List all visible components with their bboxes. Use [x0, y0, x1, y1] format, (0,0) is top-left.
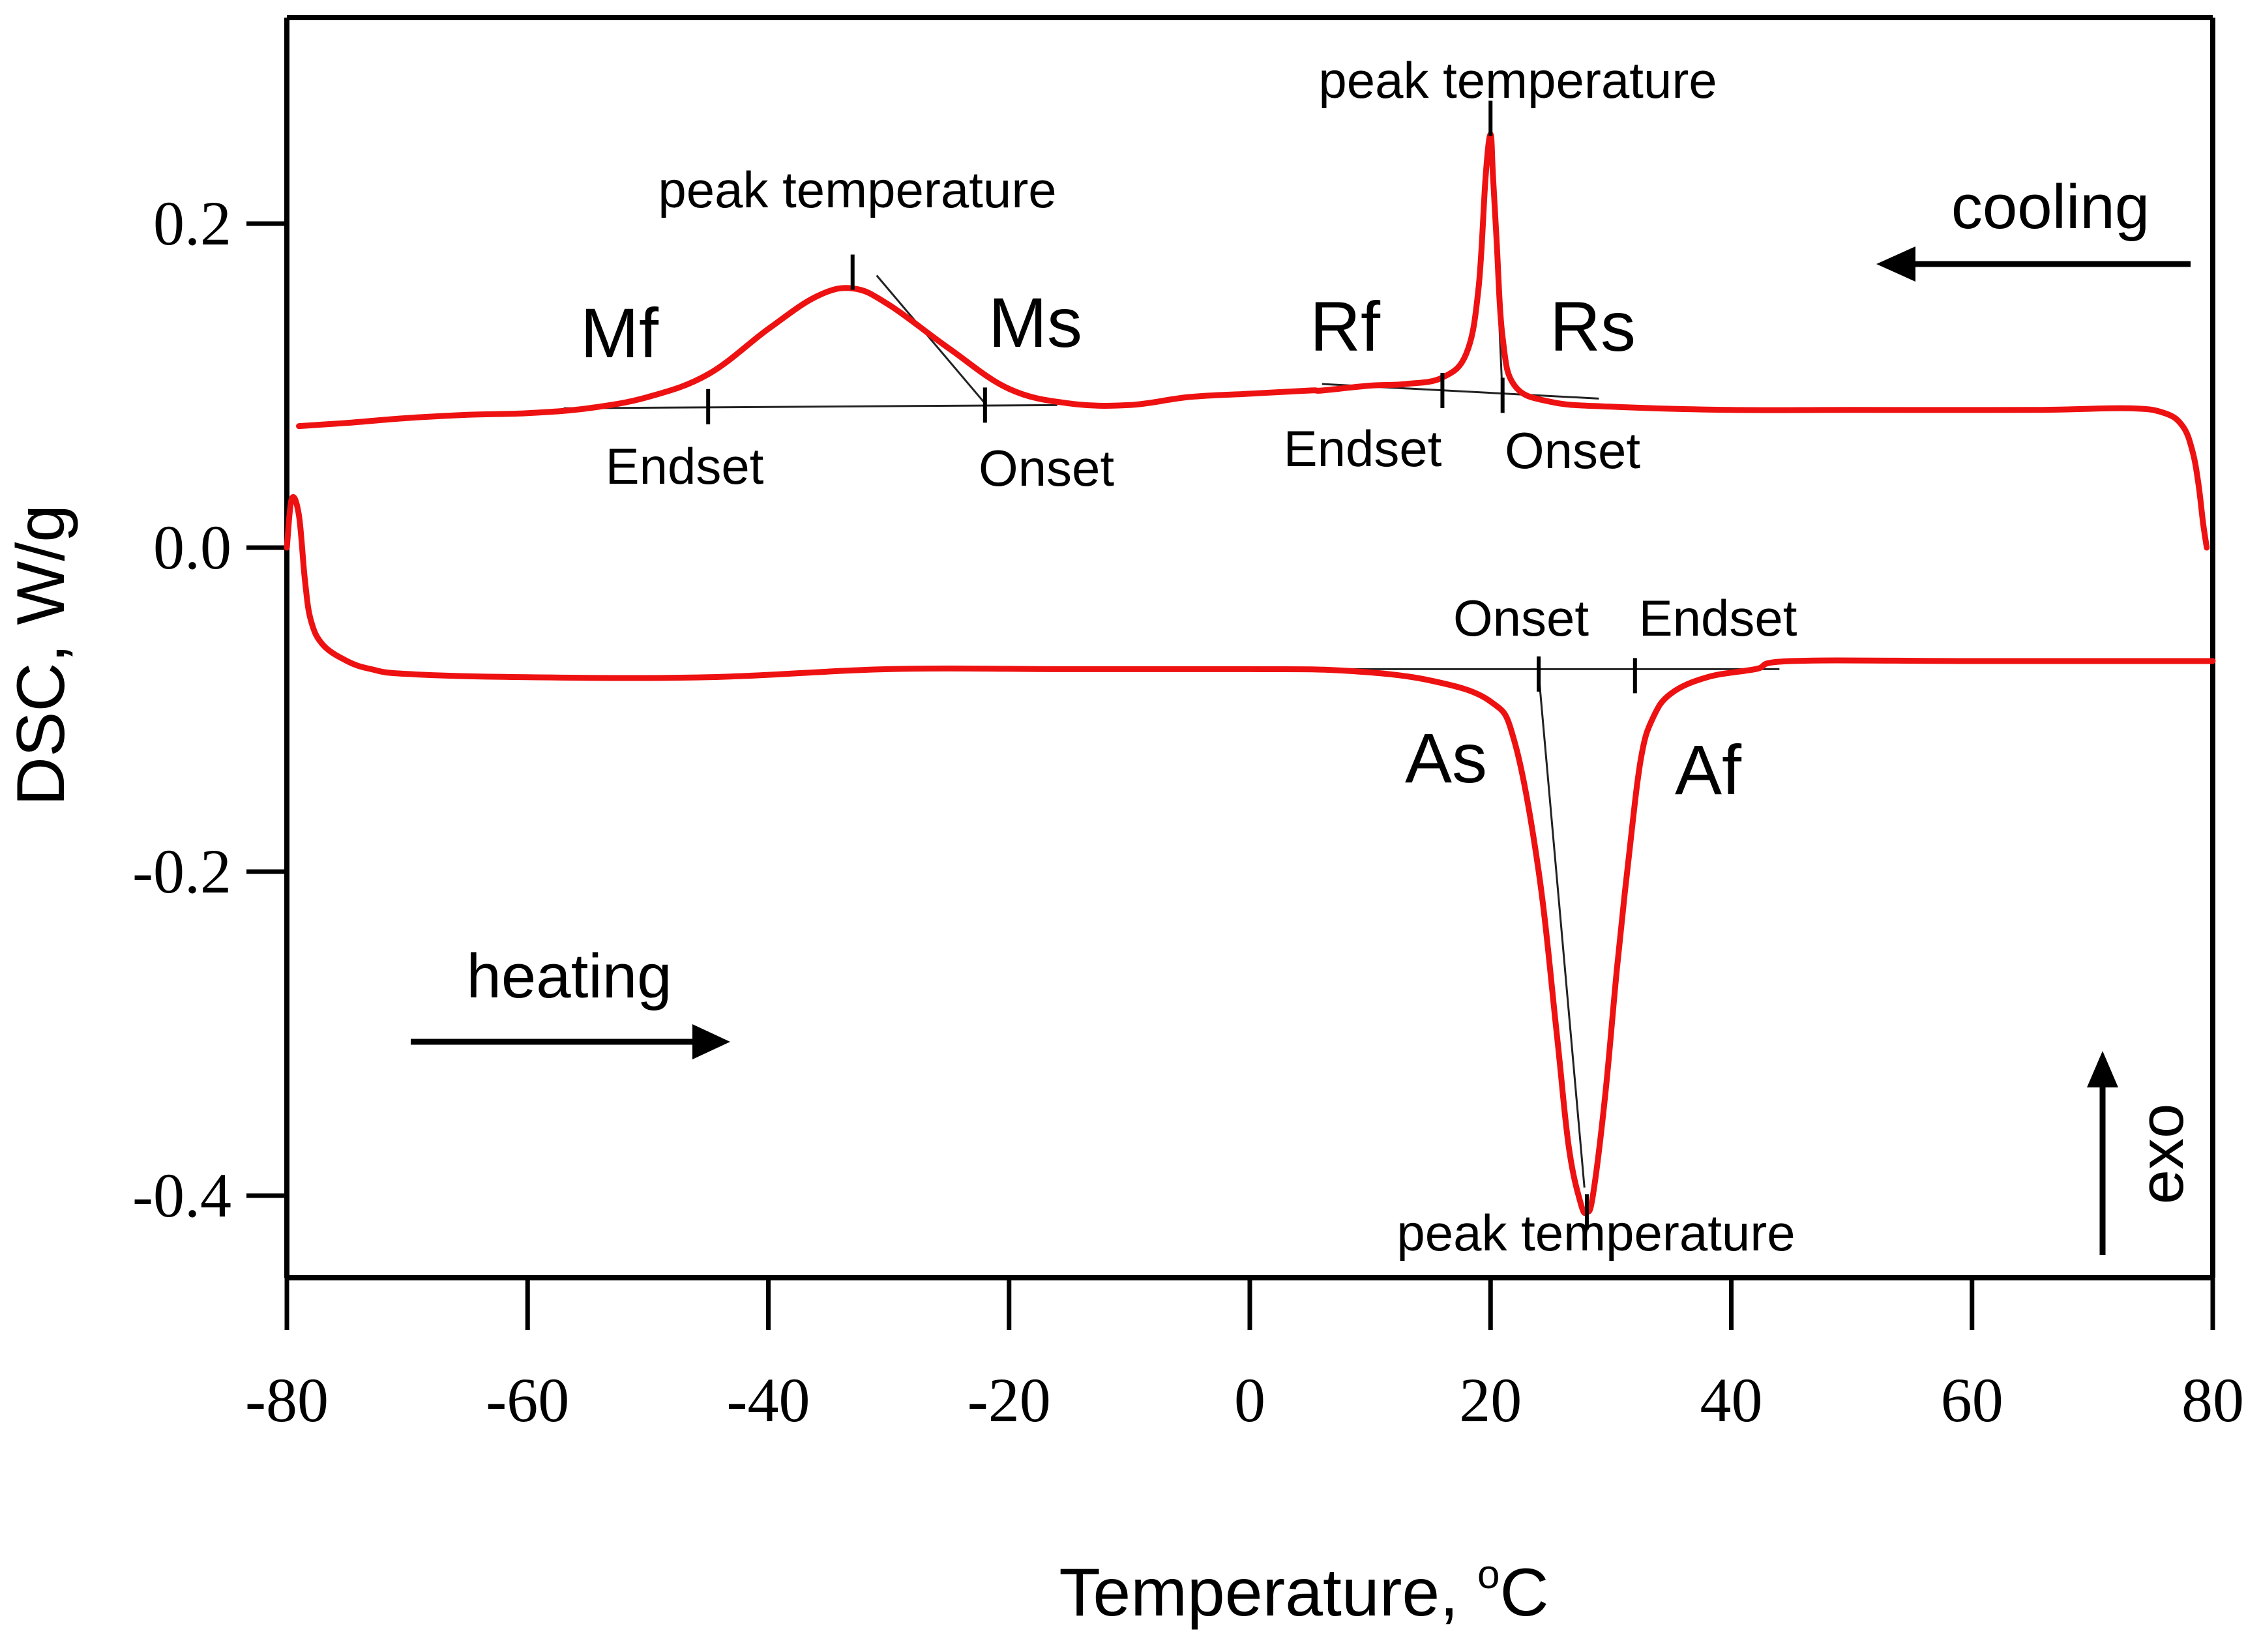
label-rs: Rs — [1550, 287, 1636, 366]
label-rf: Rf — [1310, 287, 1381, 366]
x-tick-label: -60 — [486, 1365, 569, 1435]
as-tangent — [1537, 673, 1586, 1188]
dsc-curves — [284, 131, 2216, 1217]
x-tick-label: 20 — [1459, 1365, 1522, 1435]
label-af: Af — [1675, 730, 1742, 809]
x-axis-tick-labels: -80 -60 -40 -20 0 20 40 60 80 — [245, 1365, 2244, 1435]
x-tick-label: 80 — [2181, 1365, 2244, 1435]
ms-tangent — [876, 274, 986, 404]
y-tick-label: -0.2 — [132, 836, 231, 906]
x-tick-label: -20 — [968, 1365, 1051, 1435]
onset-label-ms: Onset — [979, 439, 1114, 497]
y-tick-label: 0.0 — [153, 512, 231, 582]
heating-label: heating — [467, 941, 672, 1011]
x-tick-label: 40 — [1700, 1365, 1763, 1435]
cooling-curve — [296, 131, 2210, 551]
heating-arrow-icon — [411, 1024, 730, 1059]
label-ms: Ms — [988, 283, 1082, 362]
onset-label-as: Onset — [1453, 589, 1589, 647]
onset-label-rs: Onset — [1505, 422, 1640, 479]
cooling-arrow-icon — [1876, 246, 2191, 282]
y-axis-ticks — [246, 221, 287, 1198]
peak-temperature-label-austenite: peak temperature — [1396, 1204, 1795, 1261]
heating-curve — [284, 494, 2216, 1217]
x-axis-ticks — [284, 1278, 2215, 1330]
x-tick-label: 60 — [1941, 1365, 2003, 1435]
x-axis-title-degree: o — [1477, 1552, 1500, 1597]
x-tick-label: -40 — [727, 1365, 810, 1435]
y-axis-title: DSC, W/g — [3, 505, 79, 806]
x-axis-title: Temperature, oC — [1059, 1552, 1548, 1630]
endset-label-rf: Endset — [1284, 420, 1442, 477]
y-tick-label: -0.4 — [132, 1160, 231, 1230]
exo-arrow-icon — [2087, 1051, 2118, 1255]
y-tick-label: 0.2 — [153, 188, 231, 258]
exo-label: exo — [2127, 1104, 2196, 1205]
endset-label-af: Endset — [1639, 589, 1797, 647]
label-as: As — [1405, 718, 1487, 797]
cooling-label: cooling — [1951, 172, 2150, 242]
peak-temperature-label-rphase: peak temperature — [1318, 52, 1717, 109]
transition-markers — [706, 100, 1637, 1230]
y-axis-tick-labels: -0.4 -0.2 0.0 0.2 — [132, 188, 231, 1230]
x-axis-title-main: Temperature, — [1059, 1555, 1477, 1630]
endset-label-mf: Endset — [606, 437, 764, 495]
cooling-martensite-baseline — [563, 404, 1057, 409]
peak-temperature-label-martensite: peak temperature — [658, 161, 1056, 218]
x-tick-label: 0 — [1234, 1365, 1265, 1435]
x-tick-label: -80 — [245, 1365, 329, 1435]
x-axis-title-unit: C — [1500, 1555, 1549, 1630]
label-mf: Mf — [580, 293, 659, 372]
